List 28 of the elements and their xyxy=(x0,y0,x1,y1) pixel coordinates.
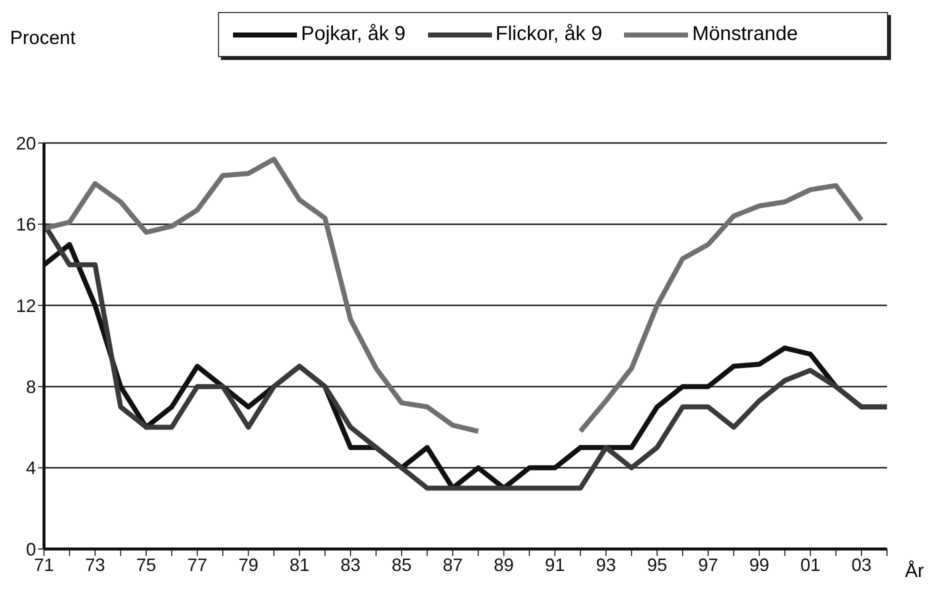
x-tick-label: 93 xyxy=(596,554,616,575)
x-tick-label: 01 xyxy=(800,554,820,575)
y-tick-label: 4 xyxy=(26,458,36,478)
y-tick-label: 16 xyxy=(16,214,36,235)
legend-label: Mönstrande xyxy=(692,23,798,46)
y-tick-label: 12 xyxy=(16,296,36,316)
x-tick-label: 97 xyxy=(698,554,718,575)
y-tick-label: 20 xyxy=(16,133,36,154)
x-tick-label: 73 xyxy=(85,554,106,575)
x-tick-label: 99 xyxy=(749,554,770,575)
x-tick-label: 77 xyxy=(187,554,208,575)
x-tick-label: 95 xyxy=(647,554,668,575)
x-tick-label: 91 xyxy=(544,554,565,575)
x-tick-label: 03 xyxy=(851,554,872,575)
x-tick-label: 71 xyxy=(34,554,54,575)
x-tick-label: 87 xyxy=(442,554,463,575)
legend-label: Pojkar, åk 9 xyxy=(301,23,406,46)
y-tick-label: 8 xyxy=(26,376,36,397)
y-tick-label: 0 xyxy=(26,539,36,560)
x-tick-label: 79 xyxy=(238,554,258,575)
x-tick-label: 83 xyxy=(340,554,361,575)
y-axis-title: Procent xyxy=(10,28,76,50)
x-axis-title: År xyxy=(905,561,924,583)
x-tick-label: 81 xyxy=(289,554,310,575)
x-tick-label: 75 xyxy=(136,554,156,575)
x-tick-label: 85 xyxy=(392,554,412,575)
x-tick-label: 89 xyxy=(494,554,514,575)
legend-label: Flickor, åk 9 xyxy=(496,23,602,46)
